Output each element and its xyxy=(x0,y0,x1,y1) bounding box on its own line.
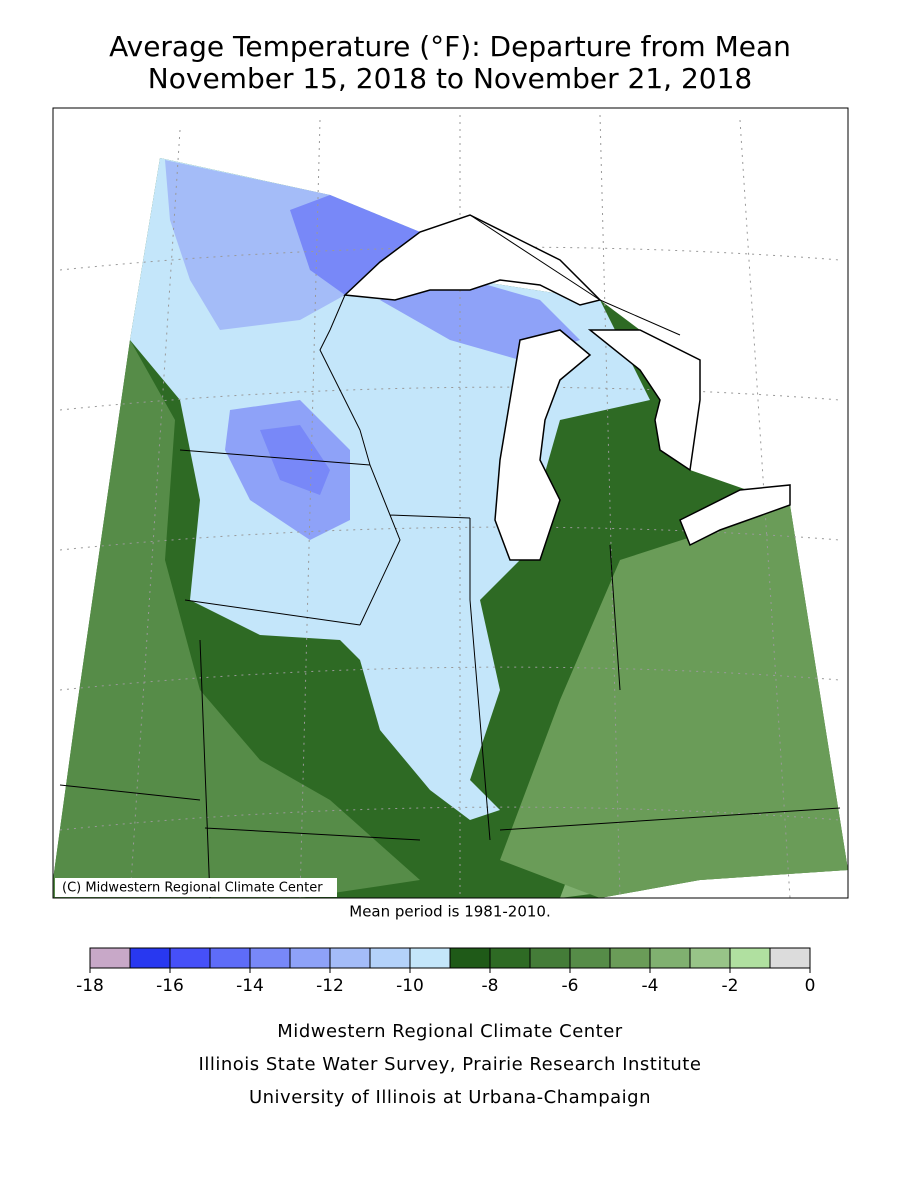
region-blue-deep xyxy=(260,425,330,495)
legend-box xyxy=(169,947,211,969)
legend-tick-label: 0 xyxy=(805,976,816,996)
legend-box xyxy=(329,947,371,969)
legend-box xyxy=(569,947,611,969)
legend-box xyxy=(729,947,771,969)
legend-box xyxy=(89,947,131,969)
lake-michigan xyxy=(494,329,592,561)
footer-line: Midwestern Regional Climate Center xyxy=(277,1021,623,1042)
legend-box xyxy=(129,947,171,969)
legend-box xyxy=(369,947,411,969)
legend-tick-label: -8 xyxy=(482,976,499,996)
legend-tick-label: -4 xyxy=(642,976,659,996)
region-green-mid xyxy=(53,340,420,898)
legend-tick-label: -18 xyxy=(76,976,104,996)
region-green-east xyxy=(500,505,848,898)
legend-box xyxy=(449,947,491,969)
legend-box xyxy=(249,947,291,969)
legend-box xyxy=(409,947,451,969)
legend-box xyxy=(489,947,531,969)
legend-box xyxy=(609,947,651,969)
subtitle: November 15, 2018 to November 21, 2018 xyxy=(148,62,752,95)
legend-tick-label: -12 xyxy=(316,976,344,996)
region-blue-north xyxy=(290,195,420,295)
lake-huron xyxy=(587,329,701,472)
legend-tick-label: -2 xyxy=(722,976,739,996)
lake-erie xyxy=(679,484,791,547)
legend-tick-label: -16 xyxy=(156,976,184,996)
footer-line: University of Illinois at Urbana-Champai… xyxy=(249,1087,651,1108)
title: Average Temperature (°F): Departure from… xyxy=(109,30,791,63)
legend-tick-label: -14 xyxy=(236,976,264,996)
footer-line: Illinois State Water Survey, Prairie Res… xyxy=(199,1054,702,1075)
map-frame xyxy=(52,107,849,899)
legend-tick-label: -6 xyxy=(562,976,579,996)
region-blue-mid xyxy=(165,160,420,330)
legend-box xyxy=(769,947,811,969)
copyright: (C) Midwestern Regional Climate Center xyxy=(62,881,323,896)
legend-box xyxy=(209,947,251,969)
legend-tick-label: -10 xyxy=(396,976,424,996)
legend-box xyxy=(689,947,731,969)
state-borders xyxy=(59,214,841,899)
footer: Midwestern Regional Climate Center Illino… xyxy=(199,1021,702,1108)
lake-superior xyxy=(343,214,602,306)
legend-box xyxy=(529,947,571,969)
map: (C) Midwestern Regional Climate Center xyxy=(52,107,849,899)
lakes xyxy=(343,214,791,561)
legend-box xyxy=(649,947,691,969)
copyright-box xyxy=(55,878,337,897)
legend: -18 -16 -14 -12 -10 -8 -6 -4 -2 0 xyxy=(76,947,816,996)
legend-box xyxy=(289,947,331,969)
note: Mean period is 1981-2010. xyxy=(349,903,550,921)
